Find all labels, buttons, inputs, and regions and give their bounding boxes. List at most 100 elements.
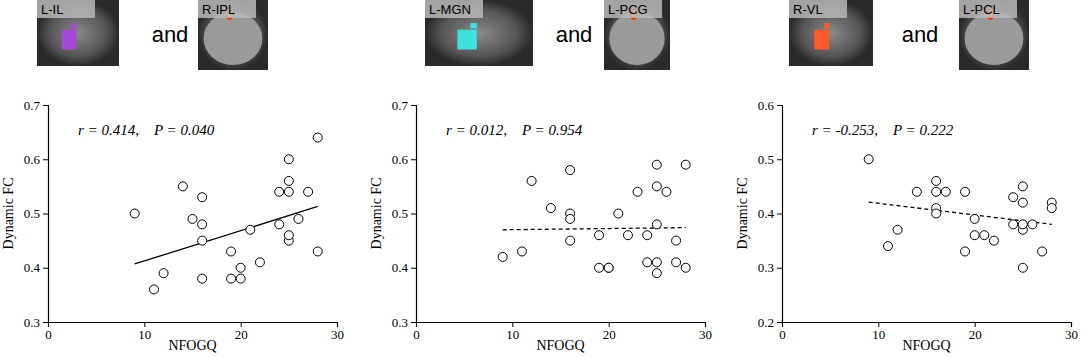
y-tick-mark	[777, 105, 782, 106]
y-tick-label: 0.7	[392, 98, 409, 113]
x-tick: 20	[603, 322, 616, 342]
y-tick: 0.5	[392, 206, 416, 221]
data-point	[1009, 220, 1018, 229]
x-tick-label: 30	[1065, 327, 1078, 342]
data-point	[304, 187, 313, 196]
data-point	[932, 209, 941, 218]
data-point	[961, 247, 970, 256]
label-backdrop	[198, 0, 256, 18]
data-point	[623, 231, 632, 240]
data-point	[652, 220, 661, 229]
data-point	[198, 274, 207, 283]
y-tick-mark	[43, 159, 48, 160]
image-frame	[425, 0, 533, 66]
x-tick-label: 30	[699, 327, 712, 342]
image-frame	[959, 0, 1029, 70]
data-point	[604, 263, 613, 272]
brain-shape	[609, 12, 664, 65]
data-point	[188, 214, 197, 223]
region-blob	[814, 30, 829, 50]
data-point	[614, 209, 623, 218]
y-tick: 0.7	[24, 98, 48, 113]
data-point	[246, 225, 255, 234]
x-tick: 20	[235, 322, 248, 342]
region-blob	[71, 23, 76, 28]
x-tick-label: 0	[413, 327, 420, 342]
image-label: R-IPL	[202, 2, 235, 17]
plot-area	[130, 133, 322, 294]
data-point	[595, 231, 604, 240]
image-label: L-IL	[41, 2, 63, 17]
x-tick-label: 10	[872, 327, 885, 342]
data-point	[681, 263, 690, 272]
y-tick-label: 0.5	[24, 206, 40, 221]
image-label: R-VL	[793, 2, 823, 17]
x-axis-title: NFOGQ	[168, 338, 216, 353]
label-backdrop	[959, 0, 1017, 18]
data-point	[527, 176, 536, 185]
marks	[130, 133, 322, 294]
x-tick: 30	[1065, 322, 1078, 342]
y-tick-mark	[777, 159, 782, 160]
data-point	[1018, 220, 1027, 229]
x-tick: 0	[779, 322, 786, 342]
x-axis-title: NFOGQ	[902, 338, 950, 353]
data-point	[284, 231, 293, 240]
panel: R-VLL-PCLand01020300.20.30.40.50.6NFOGQD…	[735, 0, 1078, 353]
y-tick-mark	[43, 214, 48, 215]
y-tick-mark	[43, 105, 48, 106]
connector-text: and	[152, 22, 189, 47]
y-tick: 0.4	[392, 260, 416, 275]
stats-annotation: r = 0.414, P = 0.040	[78, 122, 215, 138]
data-point	[130, 209, 139, 218]
stats-annotation: r = 0.012, P = 0.954	[446, 122, 583, 138]
data-point	[652, 182, 661, 191]
data-point	[227, 274, 236, 283]
data-point	[652, 258, 661, 267]
y-tick: 0.5	[24, 206, 48, 221]
connector-text: and	[902, 22, 939, 47]
y-tick: 0.6	[392, 152, 416, 167]
brain-shape	[204, 12, 263, 65]
marks	[864, 155, 1056, 273]
image-frame	[37, 0, 119, 66]
y-tick: 0.7	[392, 98, 416, 113]
data-point	[498, 252, 507, 261]
x-tick: 10	[872, 322, 885, 342]
brain-image	[37, 0, 119, 66]
data-point	[284, 155, 293, 164]
data-point	[236, 263, 245, 272]
x-tick: 30	[699, 322, 712, 342]
x-tick: 0	[45, 322, 52, 342]
plot-area	[498, 160, 690, 277]
y-tick-label: 0.3	[758, 260, 774, 275]
y-tick-mark	[777, 214, 782, 215]
data-point	[1047, 204, 1056, 213]
data-point	[912, 187, 921, 196]
data-point	[313, 133, 322, 142]
data-point	[313, 247, 322, 256]
data-point	[517, 247, 526, 256]
data-point	[970, 231, 979, 240]
data-point	[198, 193, 207, 202]
y-tick: 0.6	[24, 152, 48, 167]
y-tick: 0.3	[392, 315, 416, 330]
y-axis-line	[43, 106, 49, 323]
region-blob	[62, 30, 77, 50]
y-tick-mark	[411, 322, 416, 323]
data-point	[1018, 198, 1027, 207]
plot-area	[864, 155, 1056, 273]
y-tick-mark	[43, 322, 48, 323]
y-tick-label: 0.6	[24, 152, 41, 167]
data-point	[883, 242, 892, 251]
brain-image	[789, 0, 873, 66]
data-point	[932, 176, 941, 185]
x-tick: 10	[506, 322, 519, 342]
data-point	[662, 187, 671, 196]
data-point	[1018, 263, 1027, 272]
y-tick: 0.4	[758, 206, 782, 221]
panel: L-MGNL-PCGand01020300.30.40.50.60.7NFOGQ…	[369, 0, 712, 353]
x-tick: 20	[969, 322, 982, 342]
data-point	[989, 236, 998, 245]
brain-image	[604, 0, 670, 70]
